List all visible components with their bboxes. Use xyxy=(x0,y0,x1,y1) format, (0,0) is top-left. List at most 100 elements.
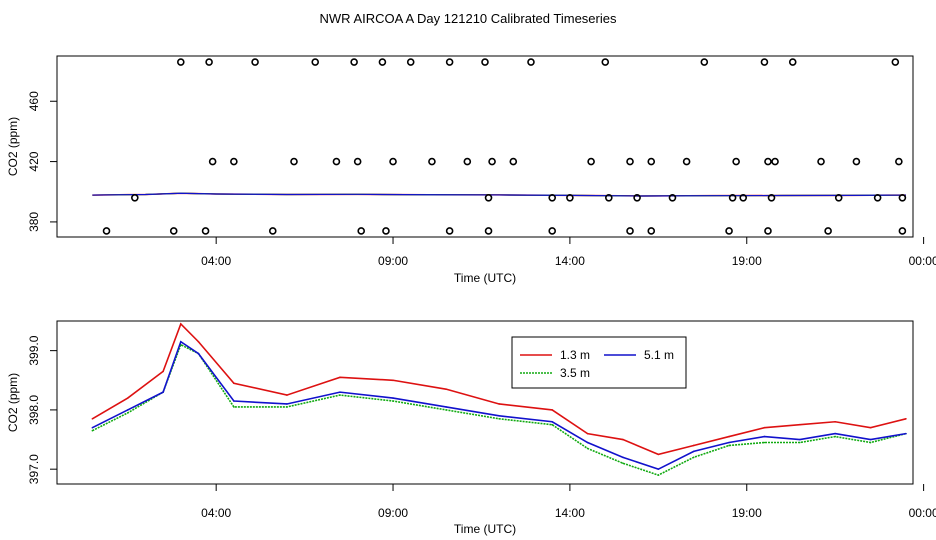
series-line-5-1m-point xyxy=(657,468,660,470)
calibration-point xyxy=(406,58,415,66)
series-line-1-3m-point xyxy=(657,453,660,456)
calibration-point xyxy=(587,157,595,166)
calibration-point xyxy=(898,193,907,202)
calibration-point xyxy=(891,58,900,66)
x-tick-label: 04:00 xyxy=(201,254,231,268)
series-line-5-1m-point xyxy=(551,420,554,423)
calibration-point xyxy=(332,157,341,166)
calibration-point xyxy=(201,227,210,235)
calibration-point xyxy=(732,157,740,166)
series-line-3-5m-point xyxy=(869,441,872,444)
calibration-point xyxy=(389,157,397,166)
series-line-1-3m-point xyxy=(392,379,394,382)
calibration-point xyxy=(873,193,882,202)
series-line-5-1m-point xyxy=(162,391,164,393)
calibration-point xyxy=(102,227,111,235)
legend-box xyxy=(511,336,687,389)
y-tick-label: 460 xyxy=(27,91,41,111)
series-line-1-3m-point xyxy=(869,426,872,429)
series-line-1-3m-point xyxy=(692,444,695,447)
series-line-3-5m-point xyxy=(91,429,94,432)
series-line-3-5m-point xyxy=(339,394,341,396)
legend-label: 5.1 m xyxy=(644,348,674,362)
calibration-point xyxy=(764,157,772,166)
calibration-point xyxy=(509,157,518,166)
series-line-3-5m-point xyxy=(763,441,766,444)
series-line-1-3m-point xyxy=(622,438,624,441)
series-line-1-3m-point xyxy=(905,418,907,420)
x-tick-label: 14:00 xyxy=(555,254,585,268)
series-line-5-1m-point xyxy=(834,432,836,435)
series-line-1-3m-point xyxy=(498,403,500,405)
series-line-5-1m-point xyxy=(126,409,129,411)
calibration-point xyxy=(131,193,139,202)
calibration-point xyxy=(824,227,832,235)
calibration-point xyxy=(350,58,358,66)
calibration-point xyxy=(626,157,634,166)
series-line-5-1m-point xyxy=(197,352,200,355)
y-axis-label: CO2 (ppm) xyxy=(6,373,20,432)
series-line-5-1m xyxy=(92,340,907,471)
series-line-5-1m-point xyxy=(622,456,624,459)
series-line-1-3m-point xyxy=(91,418,94,420)
series-line-3-5m-point xyxy=(657,474,660,476)
series-line-5-1m-point xyxy=(339,391,341,393)
y-tick-label: 397.0 xyxy=(27,454,41,484)
series-line-3-5m-point xyxy=(799,441,801,444)
calibration-point xyxy=(728,193,737,202)
calibration-point xyxy=(817,157,825,166)
calibration-point xyxy=(895,157,903,166)
series-line-3-5m-point xyxy=(126,412,129,414)
calibration-point xyxy=(445,58,454,66)
series-line-1-3m-point xyxy=(728,435,730,438)
x-tick-label: 00:00 xyxy=(909,506,936,520)
series-line-3-5m-point xyxy=(622,462,624,465)
series-line-3-5m-point xyxy=(498,418,500,420)
calibration-point xyxy=(852,157,861,166)
series-line-3-5m-point xyxy=(286,406,288,408)
calibration-point xyxy=(548,193,557,202)
series-line-3-5m-point xyxy=(728,444,730,447)
y-tick-label: 380 xyxy=(27,212,41,232)
series-line-1-3m xyxy=(91,322,907,456)
series-line-5-1m-point xyxy=(728,441,730,444)
series-line-3-5m-point xyxy=(551,423,554,426)
x-axis-label: Time (UTC) xyxy=(454,522,516,536)
series-line-3-5m-point xyxy=(586,447,589,450)
calibration-point xyxy=(353,157,362,166)
x-tick-label: 04:00 xyxy=(201,506,231,520)
calibration-point xyxy=(767,193,776,202)
series-line-5-1m-point xyxy=(763,435,766,438)
calibration-point xyxy=(378,58,387,66)
top-panel: 04:00 09:00 14:00 19:00 00:00 380 420 460 Time (… xyxy=(6,55,936,285)
series-line-1-3m-point xyxy=(180,323,182,325)
calibration-point xyxy=(445,227,454,235)
series-line-3-5m-point xyxy=(392,400,394,402)
x-tick-label: 09:00 xyxy=(378,254,408,268)
calibration-point xyxy=(463,157,472,166)
series-line-3-5m-point xyxy=(834,435,836,438)
calibration-point xyxy=(668,193,677,202)
calibration-point xyxy=(484,193,493,202)
series-line-1-3m-point xyxy=(445,388,447,390)
calibration-point xyxy=(382,227,390,235)
calibration-point xyxy=(548,227,557,235)
series-line-5-1m-point xyxy=(286,403,288,405)
series-line-5-1m-point xyxy=(692,450,695,453)
calibration-point xyxy=(764,227,772,235)
calibration-point xyxy=(771,157,779,166)
calibration-point xyxy=(626,227,634,235)
series-line-1-3m-point xyxy=(799,423,801,426)
series-line-1-3m-point xyxy=(551,409,554,411)
figure-title: NWR AIRCOA A Day 121210 Calibrated Times… xyxy=(320,11,617,26)
bottom-panel: 04:00 09:00 14:00 19:00 00:00 397.0 398.0 399.0… xyxy=(6,320,936,536)
series-line-5-1m-point xyxy=(392,397,394,399)
calibration-point xyxy=(205,58,213,66)
series-line-5-1m-point xyxy=(586,441,589,444)
series-line-5-1m-point xyxy=(180,340,182,343)
series-line-5-1m-point xyxy=(445,406,447,408)
calibration-point xyxy=(428,157,436,166)
series-line-1-3m-point xyxy=(763,426,766,429)
calibration-point xyxy=(788,58,797,66)
legend: 1.3 m 5.1 m 3.5 m xyxy=(511,336,687,389)
